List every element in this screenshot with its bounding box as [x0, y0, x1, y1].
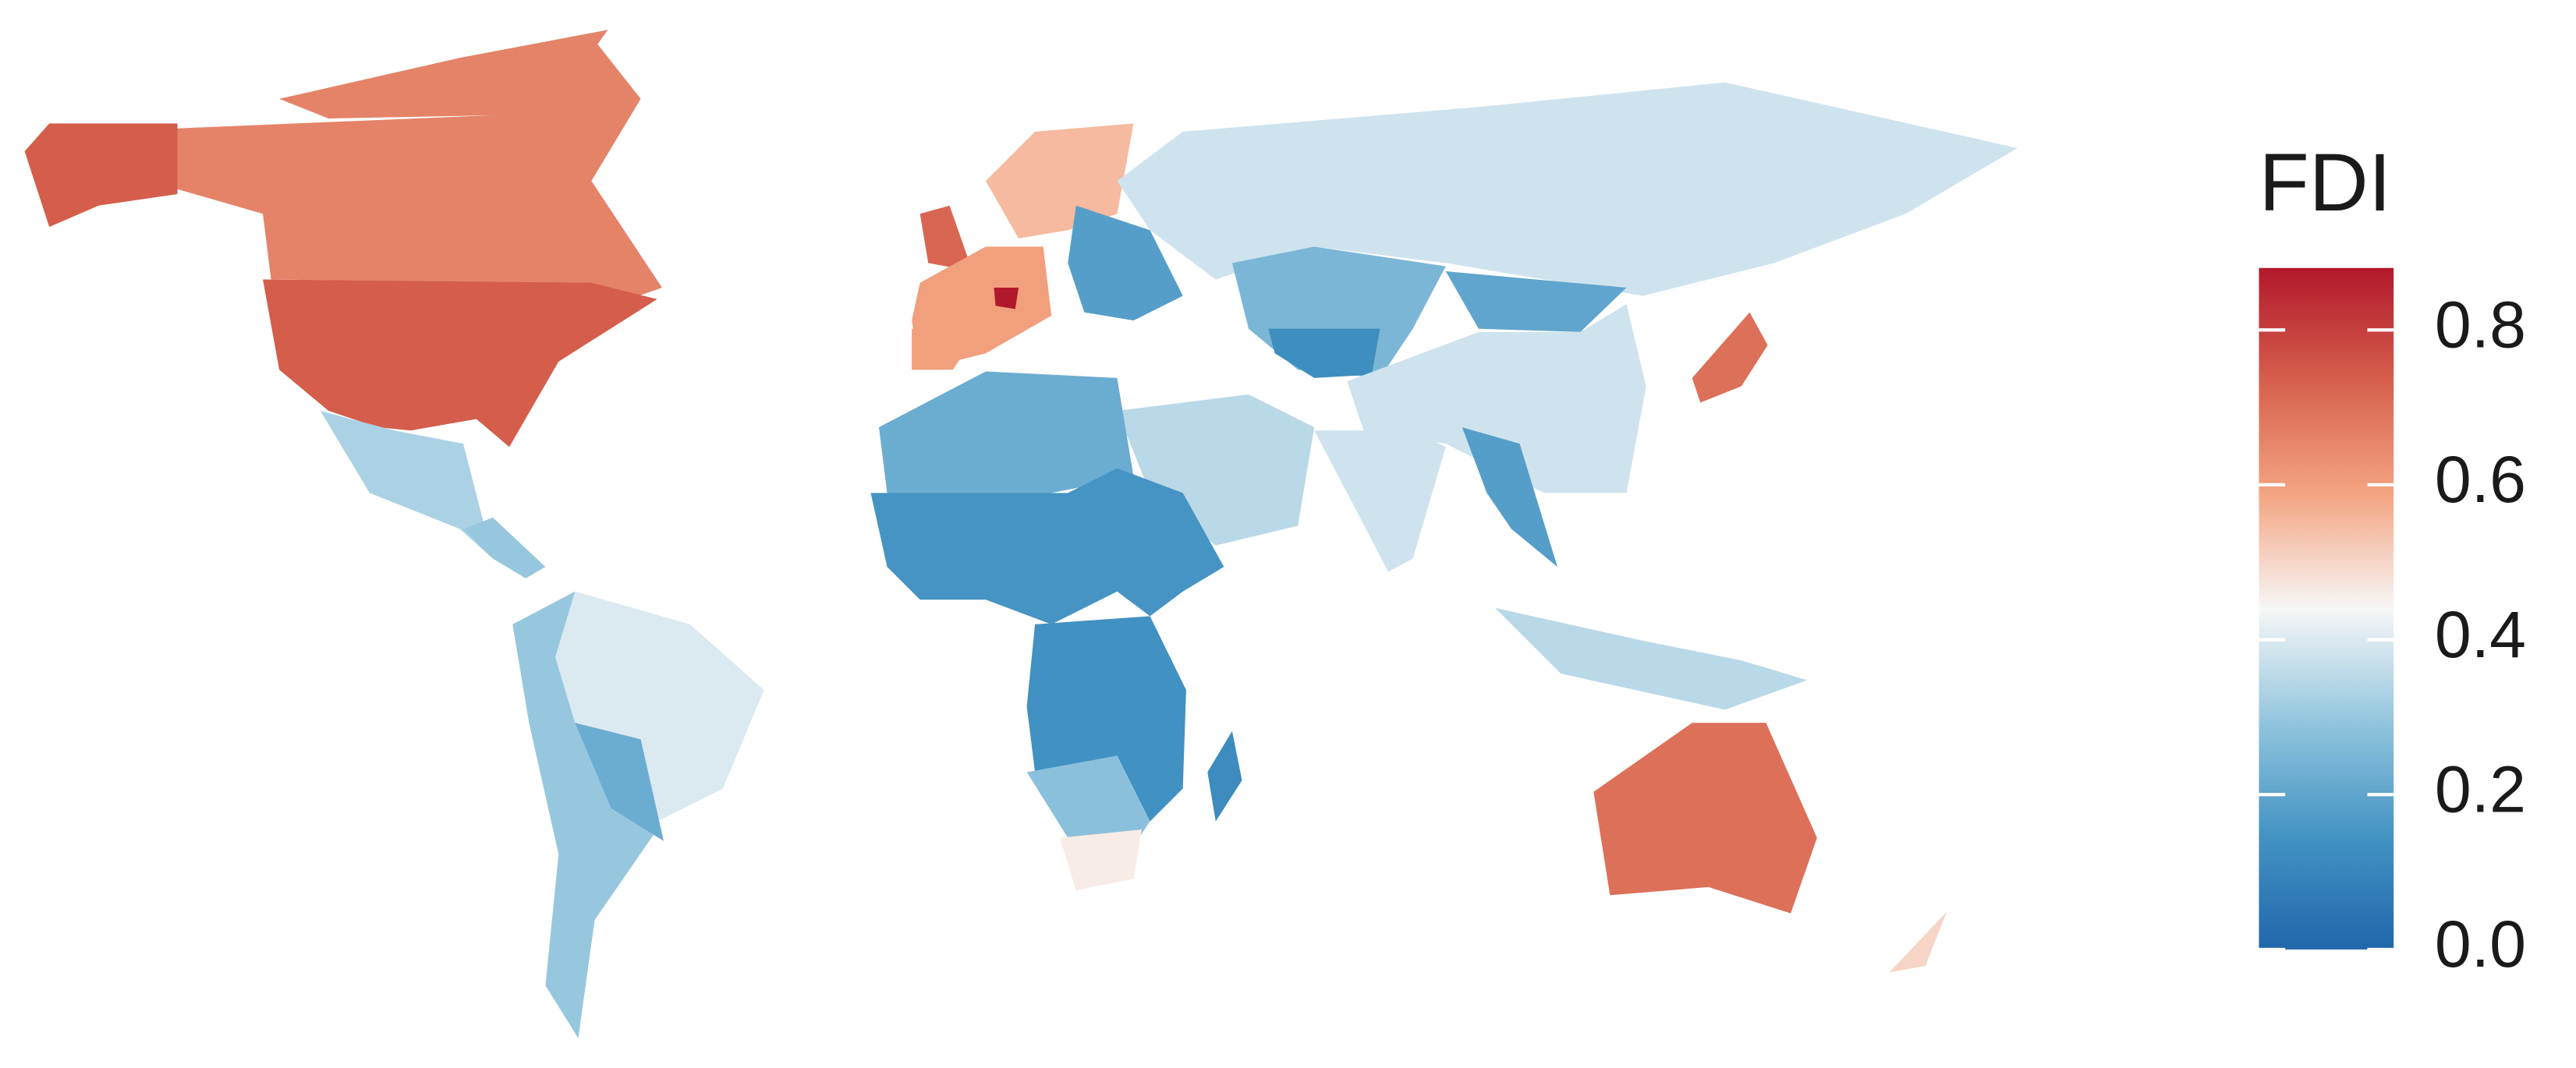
country-region [177, 36, 662, 313]
country-region [1445, 271, 1627, 332]
country-region [263, 279, 657, 447]
country-region [870, 468, 1224, 624]
country-region [1026, 616, 1186, 822]
legend-ticks: 0.0 0.2 0.4 0.6 0.8 [2259, 288, 2526, 981]
tick-label: 0.6 [2435, 443, 2526, 516]
map-regions [24, 30, 2018, 1038]
country-region [1068, 205, 1183, 321]
country-region [320, 411, 493, 559]
country-region [1207, 730, 1242, 822]
country-region [1347, 304, 1646, 493]
country-region [1692, 312, 1768, 403]
country-region [1462, 427, 1557, 568]
country-region [919, 205, 973, 271]
country-region [994, 288, 1019, 309]
country-region [575, 723, 664, 841]
tick-label: 0.0 [2435, 907, 2526, 981]
country-region [912, 328, 969, 370]
tick-label: 0.4 [2435, 598, 2526, 671]
legend-title: FDI [2259, 137, 2391, 228]
country-region [1117, 394, 1315, 546]
country-region [1494, 607, 1808, 710]
country-region [512, 591, 657, 1038]
country-region [1059, 829, 1143, 891]
country-region [555, 591, 764, 822]
country-region [878, 371, 1134, 501]
country-region [1026, 755, 1150, 847]
tick-label: 0.2 [2435, 753, 2526, 826]
country-region [24, 123, 178, 228]
country-region [985, 123, 1134, 239]
color-bar [2259, 267, 2394, 950]
country-region [463, 517, 546, 578]
country-region [1314, 430, 1446, 572]
country-region [1268, 328, 1380, 378]
country-region [1117, 82, 2018, 296]
country-region [1889, 911, 1947, 973]
country-region [279, 30, 608, 119]
tick-label: 0.8 [2435, 288, 2526, 361]
country-region [1593, 723, 1817, 914]
